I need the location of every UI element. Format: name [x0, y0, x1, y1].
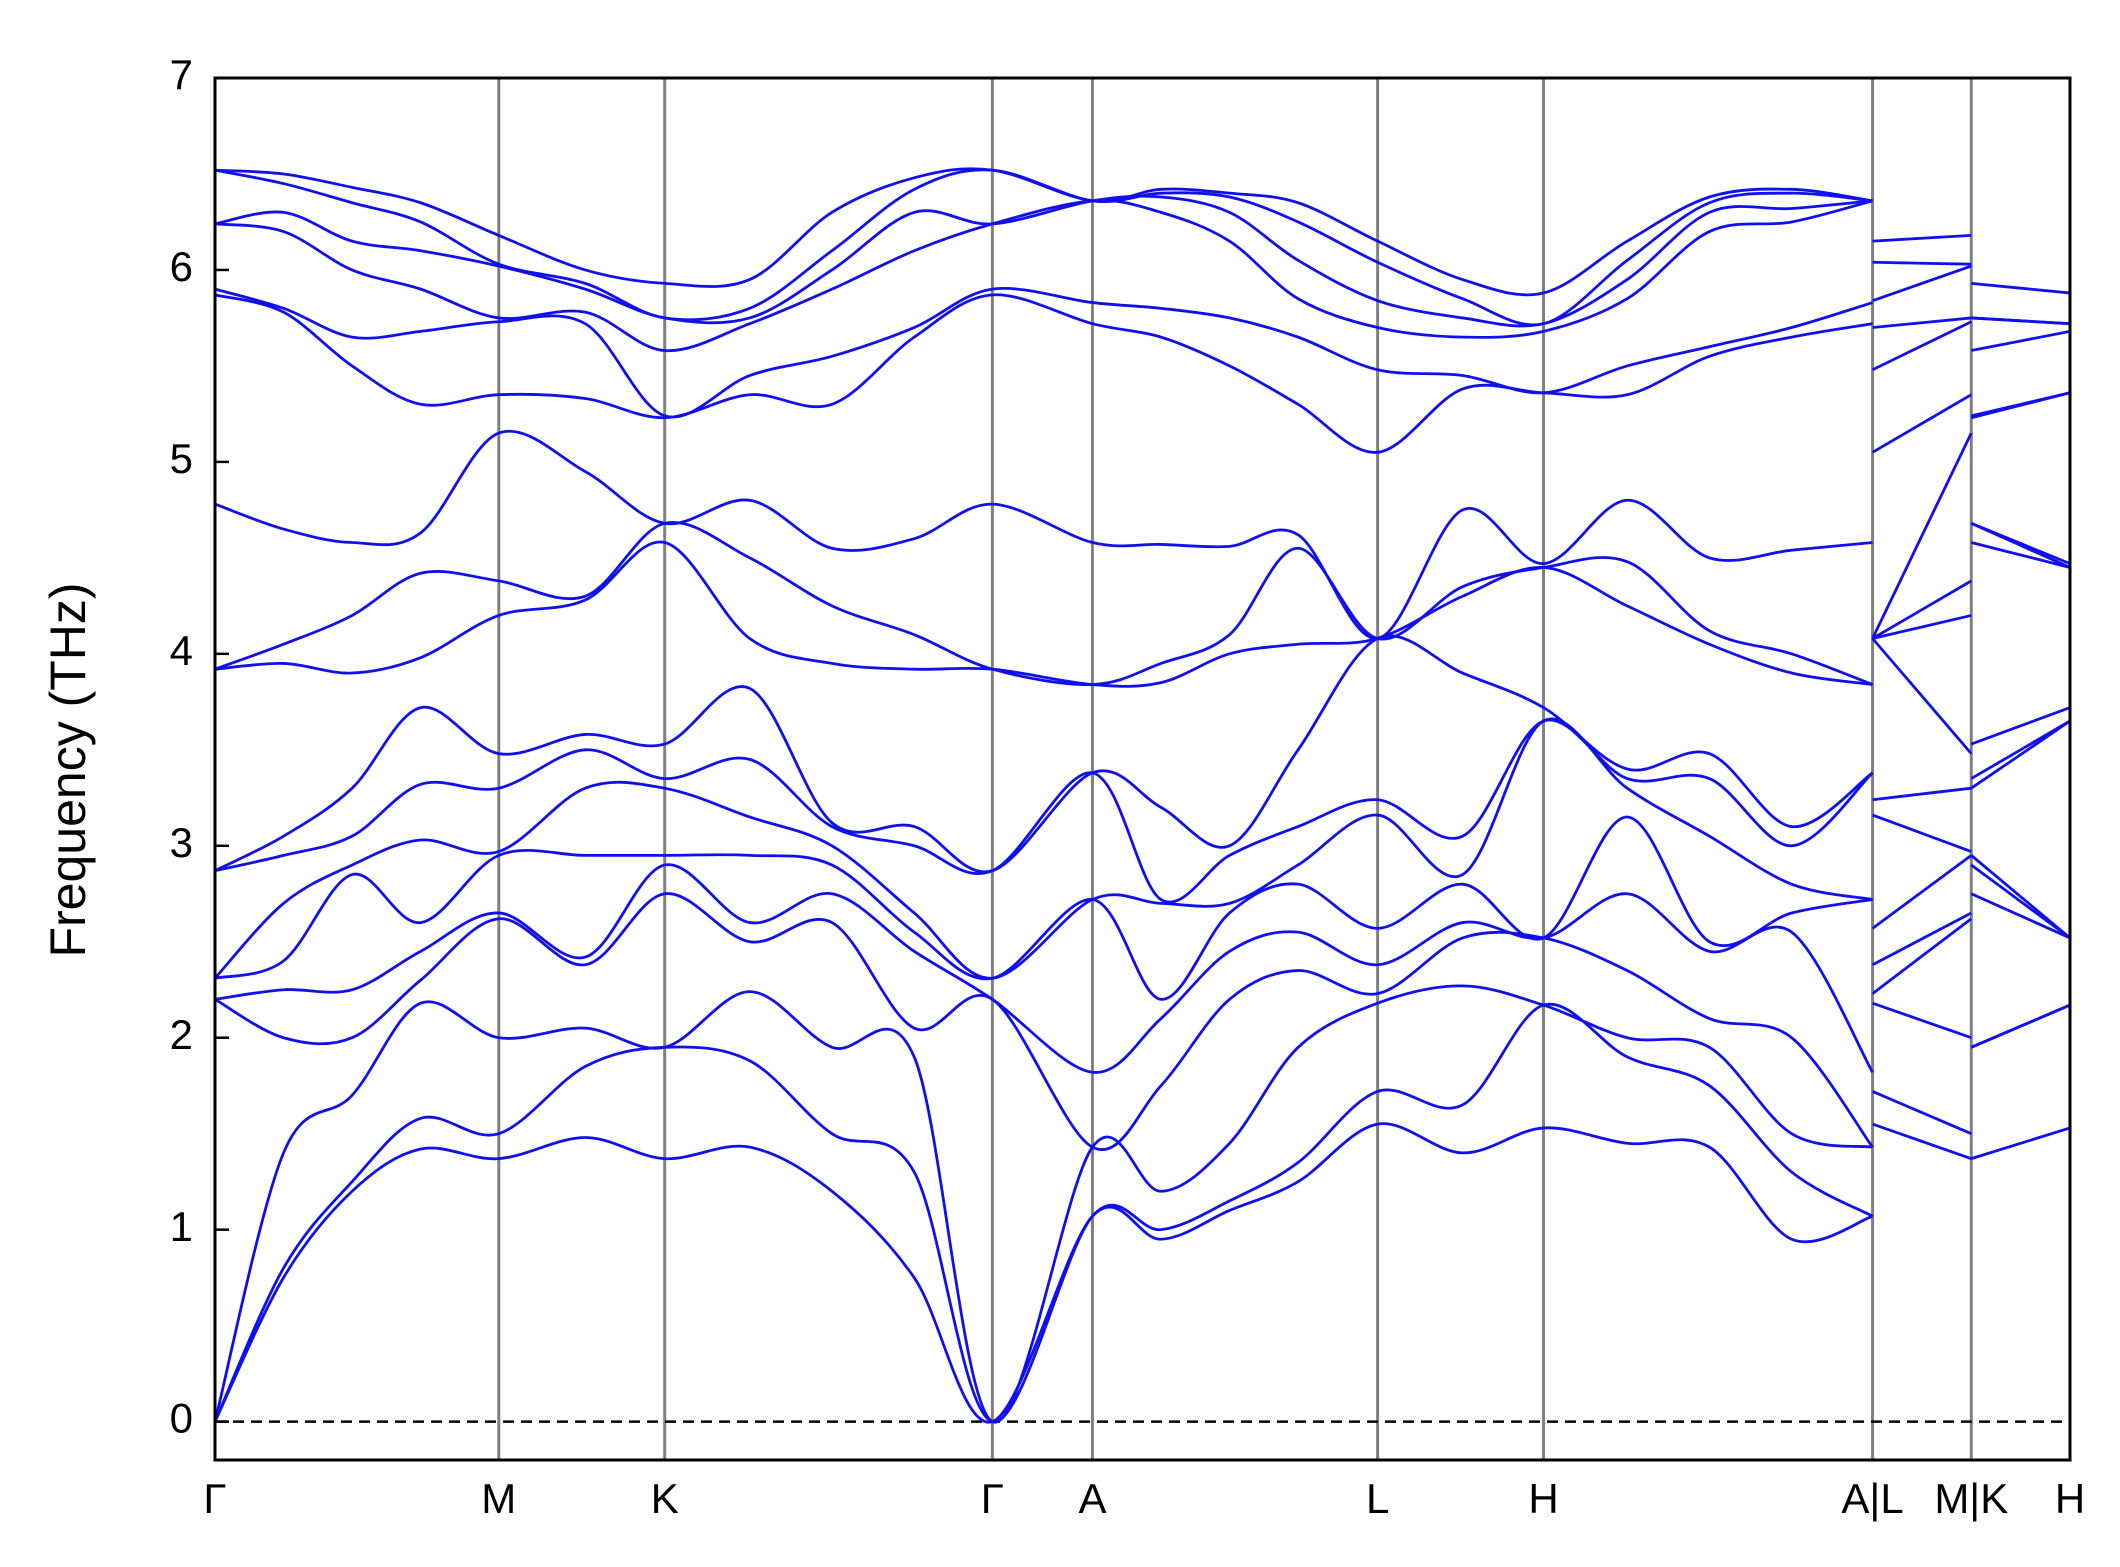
plot-frame [213, 76, 2072, 1462]
x-tick-label: H [1528, 1475, 1558, 1522]
band-line [214, 863, 2071, 1074]
y-tick-label: 7 [170, 51, 193, 98]
band-line [213, 717, 2071, 980]
band-line [214, 167, 2071, 297]
x-tick-label: Γ [203, 1475, 226, 1522]
y-tick-label: 6 [170, 243, 193, 290]
x-tick-label: A [1078, 1475, 1106, 1522]
band-line [214, 199, 2071, 352]
y-tick-label: 4 [170, 627, 193, 674]
band-line [214, 815, 2071, 1001]
x-tick-label: M|K [1934, 1475, 2008, 1522]
x-tick-label: M [481, 1475, 516, 1522]
band-line [214, 293, 2071, 454]
y-tick-label: 2 [170, 1011, 193, 1058]
band-line [214, 718, 2071, 904]
y-tick-label: 3 [170, 819, 193, 866]
band-line [213, 1122, 2071, 1424]
band-line [213, 1002, 2071, 1424]
x-tick-label: K [651, 1475, 679, 1522]
y-tick-label: 0 [170, 1395, 193, 1442]
y-axis-label: Frequency (THz) [40, 582, 96, 957]
band-line [214, 429, 2071, 640]
y-tick-label: 5 [170, 435, 193, 482]
band-line [214, 892, 2071, 1151]
band-line [214, 287, 2071, 419]
band-line [214, 540, 2071, 688]
x-tick-label: H [2055, 1475, 2085, 1522]
x-tick-label: L [1366, 1475, 1389, 1522]
band-line [213, 984, 2071, 1424]
band-line [214, 634, 2071, 874]
y-tick-label: 1 [170, 1203, 193, 1250]
x-tick-label: A|L [1841, 1475, 1903, 1522]
x-tick-label: Γ [981, 1475, 1004, 1522]
band-line [214, 520, 2071, 686]
